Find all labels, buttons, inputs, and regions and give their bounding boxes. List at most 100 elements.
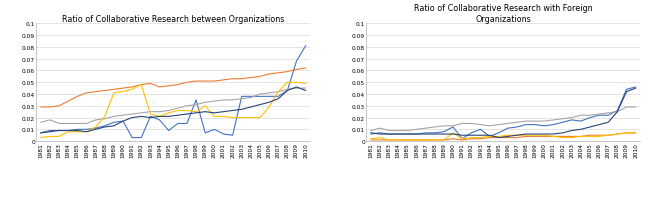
DE	[101, 118, 109, 120]
US	[522, 124, 530, 126]
US	[238, 96, 246, 98]
KR	[568, 137, 576, 139]
KR	[73, 131, 81, 133]
CN	[558, 132, 566, 134]
JP	[265, 73, 273, 76]
CN	[367, 132, 375, 134]
DE	[541, 120, 548, 123]
JP	[174, 84, 182, 86]
KR	[632, 132, 640, 134]
KR	[275, 91, 282, 93]
CN	[422, 133, 430, 136]
CN	[622, 91, 630, 93]
CN	[550, 133, 558, 136]
Line: US: US	[371, 87, 636, 139]
CN	[605, 121, 612, 124]
KR	[292, 82, 300, 84]
JP	[128, 86, 136, 89]
CN	[183, 113, 191, 116]
CN	[458, 134, 466, 137]
Line: JP: JP	[371, 133, 636, 140]
US	[211, 128, 218, 131]
US	[220, 133, 228, 136]
US	[256, 96, 264, 98]
US	[228, 134, 236, 137]
KR	[495, 136, 503, 138]
DE	[550, 119, 558, 122]
KR	[64, 131, 72, 133]
KR	[46, 136, 54, 138]
DE	[449, 125, 457, 127]
US	[275, 96, 282, 98]
CN	[156, 116, 164, 118]
JP	[367, 139, 375, 141]
KR	[119, 91, 127, 93]
US	[128, 137, 136, 139]
CN	[449, 133, 457, 136]
Line: JP: JP	[41, 69, 306, 107]
CN	[192, 112, 200, 115]
JP	[82, 92, 90, 95]
KR	[440, 139, 448, 141]
DE	[577, 114, 585, 117]
JP	[412, 139, 420, 141]
KR	[513, 134, 521, 137]
DE	[73, 123, 81, 125]
JP	[513, 137, 521, 139]
DE	[605, 112, 612, 115]
DE	[256, 93, 264, 96]
CN	[201, 111, 209, 113]
KR	[137, 84, 145, 86]
US	[174, 123, 182, 125]
US	[37, 132, 45, 134]
DE	[513, 121, 521, 124]
JP	[477, 138, 484, 140]
CN	[586, 126, 594, 128]
DE	[558, 118, 566, 120]
DE	[92, 119, 100, 122]
US	[101, 125, 109, 127]
JP	[422, 139, 430, 141]
JP	[632, 132, 640, 134]
DE	[156, 111, 164, 113]
JP	[595, 134, 603, 137]
KR	[558, 137, 566, 139]
KR	[541, 134, 548, 137]
US	[613, 110, 621, 112]
JP	[495, 137, 503, 139]
JP	[431, 139, 439, 141]
CN	[513, 134, 521, 137]
JP	[541, 136, 548, 138]
DE	[37, 121, 45, 124]
CN	[376, 133, 384, 136]
JP	[201, 80, 209, 83]
DE	[211, 100, 218, 103]
JP	[605, 134, 612, 137]
CN	[228, 110, 236, 112]
KR	[128, 89, 136, 91]
US	[265, 96, 273, 98]
Title: Ratio of Collaborative Research between Organizations: Ratio of Collaborative Research between …	[62, 15, 284, 23]
US	[119, 120, 127, 123]
KR	[147, 113, 154, 116]
US	[367, 133, 375, 136]
CN	[119, 120, 127, 123]
KR	[247, 117, 255, 119]
JP	[613, 133, 621, 136]
JP	[238, 78, 246, 81]
KR	[385, 139, 393, 141]
CN	[412, 133, 420, 136]
CN	[394, 133, 402, 136]
KR	[595, 136, 603, 138]
KR	[458, 138, 466, 140]
US	[504, 127, 512, 130]
DE	[385, 130, 393, 132]
CN	[92, 128, 100, 131]
JP	[486, 137, 494, 139]
US	[156, 119, 164, 122]
DE	[440, 125, 448, 127]
CN	[568, 130, 576, 132]
KR	[211, 116, 218, 118]
DE	[119, 114, 127, 117]
Line: KR: KR	[41, 83, 306, 138]
